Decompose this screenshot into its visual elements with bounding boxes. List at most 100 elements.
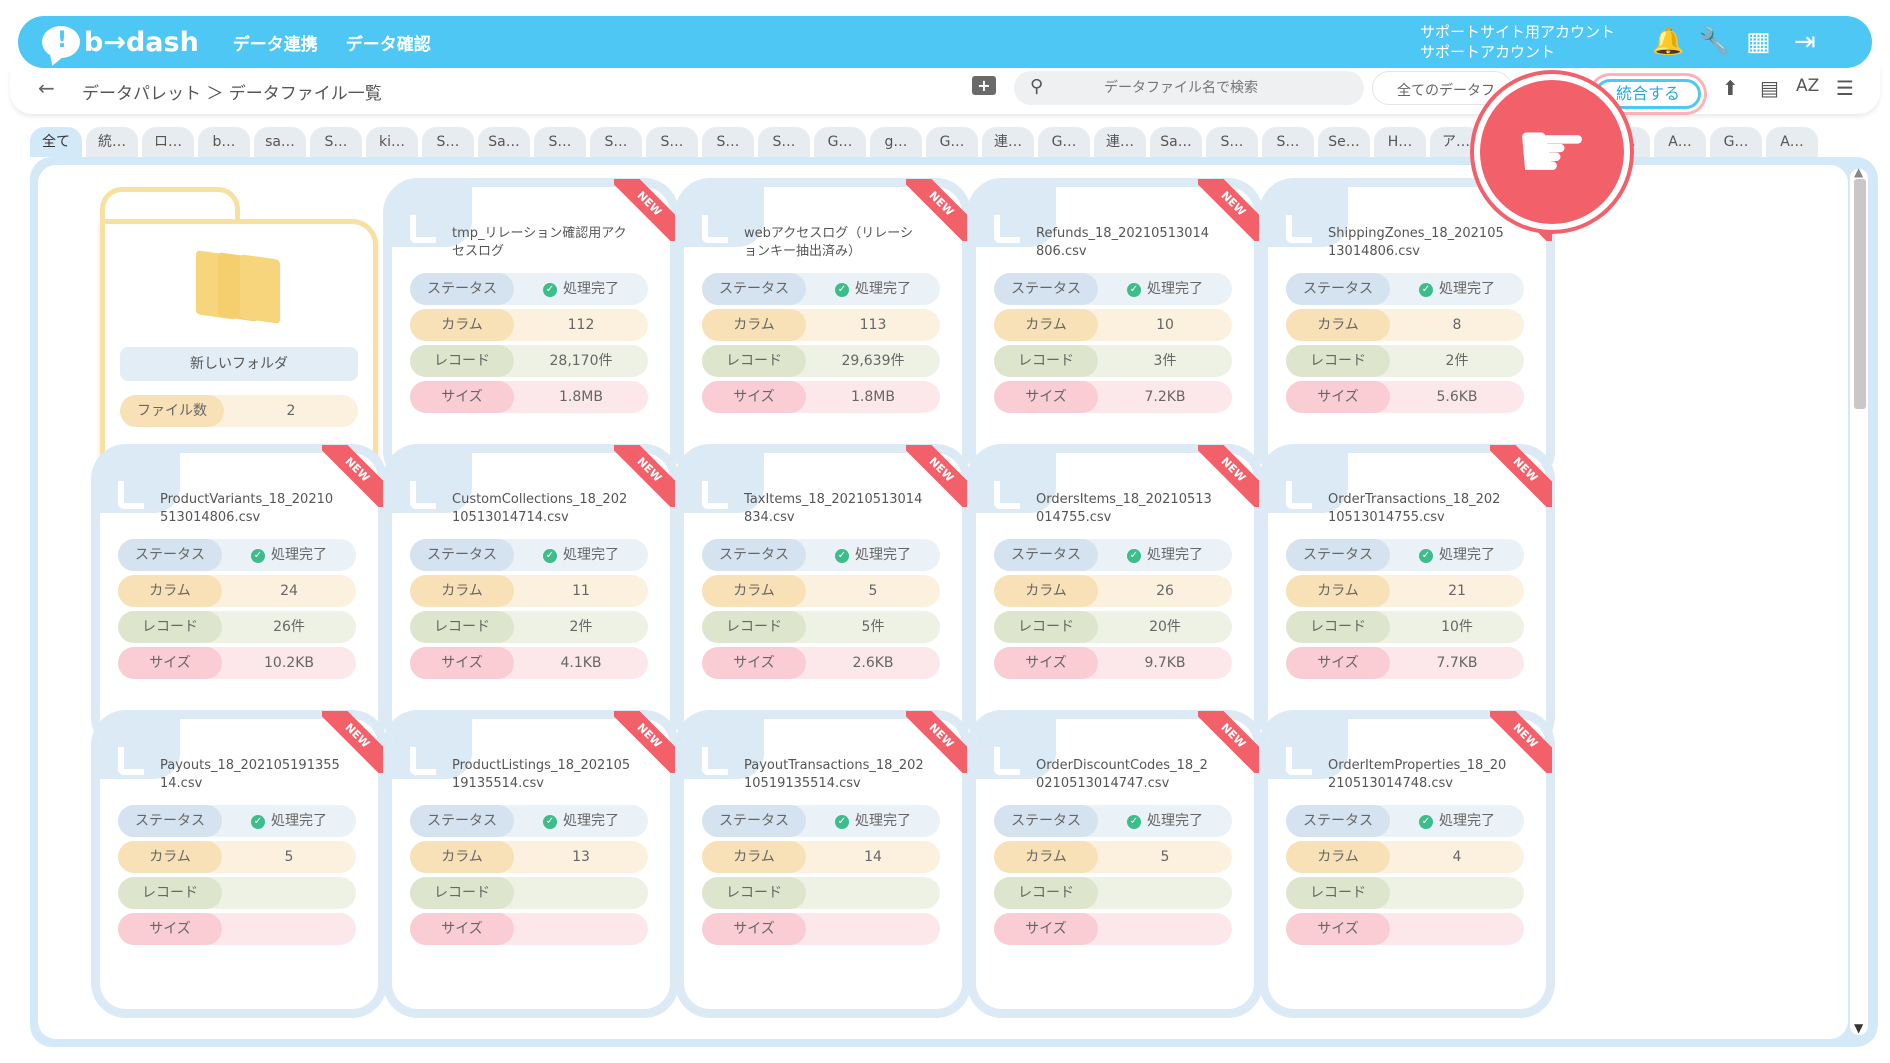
folder-count-value: 2	[286, 403, 296, 419]
size-value: 4.1KB	[560, 655, 602, 671]
tab-22[interactable]: S…	[1262, 127, 1314, 157]
tab-19[interactable]: 連…	[1094, 127, 1146, 157]
tab-12[interactable]: S…	[702, 127, 754, 157]
check-circle-icon: ✓	[1127, 283, 1141, 297]
tab-7[interactable]: S…	[422, 127, 474, 157]
file-card[interactable]: NEW OrderItemProperties_18_20210513014748…	[1268, 711, 1552, 1009]
file-card[interactable]: NEWShippingZones_18_20210513014806.csvステ…	[1268, 179, 1552, 477]
tab-6[interactable]: ki…	[366, 127, 418, 157]
tab-1[interactable]: 統…	[86, 127, 138, 157]
file-name: OrderDiscountCodes_18_20210513014747.csv	[1036, 758, 1208, 791]
columns-value: 14	[864, 849, 882, 865]
bell-icon[interactable]: 🔔	[1652, 27, 1685, 57]
nav-data-check[interactable]: データ確認	[345, 34, 431, 55]
records-row: レコード	[118, 877, 356, 909]
search-icon: ⚲	[1030, 76, 1044, 97]
records-value: 26件	[273, 619, 305, 635]
file-card[interactable]: NEW OrdersItems_18_20210513014755.csv ステータ…	[976, 445, 1260, 743]
file-card[interactable]: NEW PayoutTransactions_18_20210519135514.…	[684, 711, 968, 1009]
file-card[interactable]: NEW Payouts_18_20210519135514.csv ステータス ✓ 処理…	[100, 711, 384, 1009]
scroll-up-icon[interactable]: ▲	[1854, 165, 1864, 179]
scroll-down-icon[interactable]: ▼	[1854, 1021, 1864, 1035]
tab-4[interactable]: sa…	[254, 127, 306, 157]
tab-18[interactable]: G…	[1038, 127, 1090, 157]
status-value: ✓ 処理完了	[222, 539, 356, 571]
data-filter-select[interactable]: 全てのデータフ	[1372, 71, 1512, 105]
tab-15[interactable]: g…	[870, 127, 922, 157]
tab-16[interactable]: G…	[926, 127, 978, 157]
document-view-icon[interactable]: ▤	[1760, 76, 1779, 100]
brand-logo[interactable]: ! b→dash	[42, 26, 199, 58]
add-folder-icon[interactable]: +	[972, 76, 996, 95]
records-label: レコード	[994, 611, 1098, 643]
columns-value: 13	[572, 849, 590, 865]
upload-icon[interactable]: ⬆	[1722, 76, 1739, 100]
sort-az-icon[interactable]: AZ	[1796, 76, 1820, 96]
file-name: Payouts_18_20210519135514.csv	[160, 758, 340, 791]
columns-label: カラム	[994, 841, 1098, 873]
account-info[interactable]: サポートサイト用アカウント サポートアカウント	[1420, 22, 1615, 62]
size-value	[514, 913, 648, 945]
file-card[interactable]: NEW CustomCollections_18_20210513014714.c…	[392, 445, 676, 743]
status-label: ステータス	[702, 805, 806, 837]
tab-14[interactable]: G…	[814, 127, 866, 157]
back-arrow-icon[interactable]: ←	[38, 76, 55, 100]
records-value: 3件	[1153, 353, 1177, 369]
tab-10[interactable]: S…	[590, 127, 642, 157]
tab-2[interactable]: ロ…	[142, 127, 194, 157]
check-circle-icon: ✓	[835, 549, 849, 563]
tab-13[interactable]: S…	[758, 127, 810, 157]
status-label: ステータス	[1286, 539, 1390, 571]
status-value: ✓ 処理完了	[806, 273, 940, 305]
size-label: サイズ	[118, 647, 222, 679]
file-card[interactable]: NEW ProductVariants_18_20210513014806.csv…	[100, 445, 384, 743]
scroll-thumb[interactable]	[1854, 179, 1866, 409]
folder-card[interactable]: 新しいフォルダ ファイル数 2	[100, 187, 378, 477]
file-card[interactable]: NEW OrderTransactions_18_20210513014755.c…	[1268, 445, 1552, 743]
account-name: サポートアカウント	[1420, 43, 1556, 61]
size-row: サイズ	[702, 913, 940, 945]
file-card[interactable]: NEW ProductListings_18_20210519135514.csv…	[392, 711, 676, 1009]
tab-30[interactable]: G…	[1710, 127, 1762, 157]
file-card[interactable]: NEW webアクセスログ（リレーションキー抽出済み） ステータス ✓ 処理完了 カラム 1…	[684, 179, 968, 477]
file-name: OrdersItems_18_20210513014755.csv	[1036, 492, 1212, 525]
tab-24[interactable]: H…	[1374, 127, 1426, 157]
status-value: ✓ 処理完了	[1098, 805, 1232, 837]
tab-23[interactable]: Se…	[1318, 127, 1370, 157]
tab-0[interactable]: 全て	[30, 127, 82, 157]
tab-17[interactable]: 連…	[982, 127, 1034, 157]
search-input[interactable]	[1064, 71, 1354, 105]
tab-25[interactable]: ア…	[1430, 127, 1482, 157]
status-value: ✓ 処理完了	[806, 539, 940, 571]
file-card[interactable]: NEW TaxItems_18_20210513014834.csv ステータス ✓ 処…	[684, 445, 968, 743]
tab-9[interactable]: S…	[534, 127, 586, 157]
size-row: サイズ 2.6KB	[702, 647, 940, 679]
tab-31[interactable]: A…	[1766, 127, 1818, 157]
tab-8[interactable]: Sa…	[478, 127, 530, 157]
records-label: レコード	[994, 877, 1098, 909]
tab-11[interactable]: S…	[646, 127, 698, 157]
list-view-icon[interactable]: ☰	[1836, 76, 1854, 100]
logout-icon[interactable]: ⇥	[1794, 27, 1816, 57]
grid-menu-icon[interactable]: ▦	[1746, 27, 1771, 57]
tab-29[interactable]: A…	[1654, 127, 1706, 157]
columns-row: カラム 8	[1286, 309, 1524, 341]
tab-5[interactable]: S…	[310, 127, 362, 157]
tab-21[interactable]: S…	[1206, 127, 1258, 157]
nav-data-integration[interactable]: データ連携	[232, 34, 318, 55]
file-card[interactable]: NEW tmp_リレーション確認用アクセスログ ステータス ✓ 処理完了 カラム 112 レコ…	[392, 179, 676, 477]
wrench-icon[interactable]: 🔧	[1698, 27, 1731, 57]
tab-3[interactable]: b…	[198, 127, 250, 157]
vertical-scrollbar[interactable]: ▲ ▼	[1850, 165, 1868, 1035]
file-card[interactable]: NEW OrderDiscountCodes_18_20210513014747.…	[976, 711, 1260, 1009]
merge-button[interactable]: 統合する	[1595, 79, 1701, 109]
file-card[interactable]: NEW Refunds_18_20210513014806.csv ステータス ✓ 処理…	[976, 179, 1260, 477]
status-row: ステータス ✓ 処理完了	[994, 539, 1232, 571]
columns-value: 24	[280, 583, 298, 599]
size-label: サイズ	[702, 647, 806, 679]
check-circle-icon: ✓	[1419, 283, 1433, 297]
tab-20[interactable]: Sa…	[1150, 127, 1202, 157]
columns-row: カラム 14	[702, 841, 940, 873]
account-site: サポートサイト用アカウント	[1420, 23, 1616, 41]
records-label: レコード	[1286, 611, 1390, 643]
